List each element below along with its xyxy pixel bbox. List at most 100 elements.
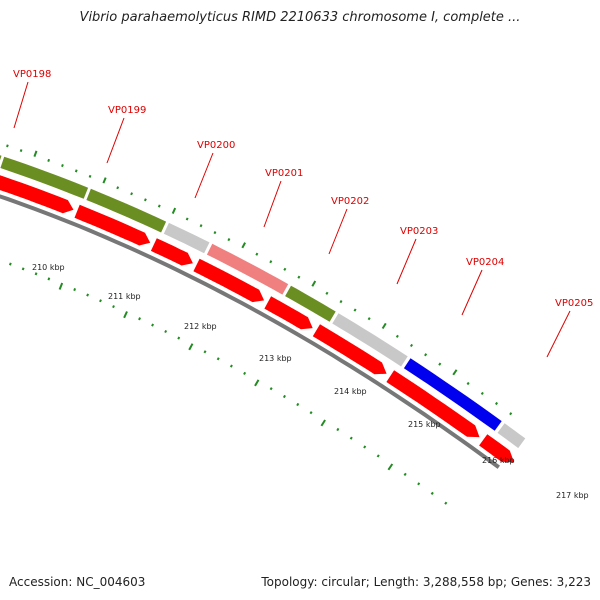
scale-tick	[309, 411, 313, 415]
scale-tick	[376, 454, 380, 458]
upper-tick	[19, 149, 23, 153]
scale-tick	[203, 350, 207, 354]
scale-tick	[444, 501, 448, 505]
map-title: Vibrio parahaemolyticus RIMD 2210633 chr…	[79, 10, 521, 25]
scale-label: 215 kbp	[408, 420, 441, 429]
gene-label-vp0203: VP0203	[400, 226, 438, 237]
upper-tick	[452, 369, 458, 376]
upper-tick	[33, 150, 38, 157]
scale-tick	[151, 323, 155, 327]
upper-tick	[353, 308, 357, 312]
gene-label-leader	[546, 310, 571, 358]
upper-tick	[311, 280, 317, 287]
scale-tick	[296, 402, 300, 407]
gene-label-leader	[13, 81, 29, 129]
scale-tick	[58, 282, 64, 290]
upper-tick	[325, 291, 329, 295]
gene-label-vp0204: VP0204	[466, 257, 504, 268]
scale-tick	[112, 305, 115, 309]
scale-label: 213 kbp	[259, 354, 292, 363]
scale-tick	[254, 379, 260, 387]
upper-tick	[116, 186, 120, 190]
scale-tick	[229, 364, 233, 368]
forward-gene-8	[497, 423, 526, 449]
upper-tick	[74, 169, 78, 173]
scale-tick	[349, 436, 353, 440]
scale-label: 216 kbp	[482, 456, 515, 465]
scale-tick	[336, 427, 340, 432]
upper-tick	[6, 144, 9, 148]
scale-tick	[417, 482, 421, 486]
upper-tick	[157, 204, 161, 208]
upper-tick	[130, 192, 134, 196]
scale-tick	[21, 267, 25, 271]
reverse-gene-6	[312, 324, 387, 375]
upper-tick	[143, 198, 147, 202]
scale-tick	[269, 387, 273, 391]
gene-label-leader	[396, 238, 417, 285]
gene-label-leader	[263, 180, 282, 228]
forward-gene-5	[285, 285, 336, 322]
upper-tick	[61, 164, 64, 168]
gene-label-leader	[328, 208, 348, 255]
forward-gene-3	[163, 222, 210, 254]
upper-tick	[424, 353, 428, 357]
upper-tick	[227, 238, 231, 242]
upper-tick	[409, 343, 414, 348]
scale-tick	[177, 336, 181, 340]
scale-tick	[430, 491, 434, 495]
backbone-line	[0, 194, 500, 469]
scale-tick	[123, 311, 128, 319]
scale-tick	[164, 329, 168, 334]
upper-tick	[339, 300, 343, 304]
upper-tick	[367, 317, 371, 321]
scale-label: 212 kbp	[184, 322, 217, 331]
upper-tick	[199, 224, 203, 228]
upper-tick	[213, 231, 217, 235]
forward-gene-4	[206, 243, 289, 295]
reverse-gene-4	[193, 258, 265, 303]
scale-tick	[86, 293, 90, 297]
gene-label-leader	[194, 152, 214, 199]
gene-label-vp0201: VP0201	[265, 168, 303, 179]
scale-tick	[363, 445, 367, 449]
scale-tick	[73, 288, 77, 292]
scale-tick	[387, 463, 394, 471]
scale-tick	[243, 371, 247, 375]
forward-gene-0	[0, 155, 2, 161]
upper-tick	[494, 401, 499, 406]
scale-tick	[403, 472, 407, 476]
scale-tick	[138, 317, 142, 321]
scale-label: 210 kbp	[32, 263, 65, 272]
scale-label: 214 kbp	[334, 387, 367, 396]
upper-tick	[283, 267, 287, 271]
gene-label-vp0198: VP0198	[13, 69, 51, 80]
forward-gene-1	[0, 156, 89, 199]
upper-tick	[466, 381, 470, 386]
reverse-gene-7	[386, 370, 480, 438]
upper-tick	[88, 174, 92, 178]
scale-tick	[216, 357, 220, 361]
upper-tick	[297, 275, 301, 279]
scale-tick	[282, 394, 286, 399]
upper-tick	[395, 334, 399, 338]
upper-tick	[269, 260, 273, 264]
forward-gene-6	[332, 313, 408, 367]
scale-label: 211 kbp	[108, 292, 141, 301]
accession-text: Accession: NC_004603	[9, 575, 146, 589]
scale-tick	[8, 262, 12, 266]
scale-tick	[188, 343, 194, 351]
gene-label-vp0202: VP0202	[331, 196, 369, 207]
upper-tick	[381, 322, 387, 330]
upper-tick	[255, 252, 259, 256]
genome-info-text: Topology: circular; Length: 3,288,558 bp…	[261, 575, 591, 589]
scale-label: 217 kbp	[556, 491, 589, 500]
gene-label-vp0200: VP0200	[197, 140, 235, 151]
reverse-gene-2	[74, 204, 151, 246]
reverse-gene-1	[0, 175, 74, 214]
upper-tick	[47, 158, 51, 162]
forward-gene-2	[86, 188, 167, 233]
upper-tick	[241, 242, 246, 249]
upper-tick	[509, 412, 513, 416]
